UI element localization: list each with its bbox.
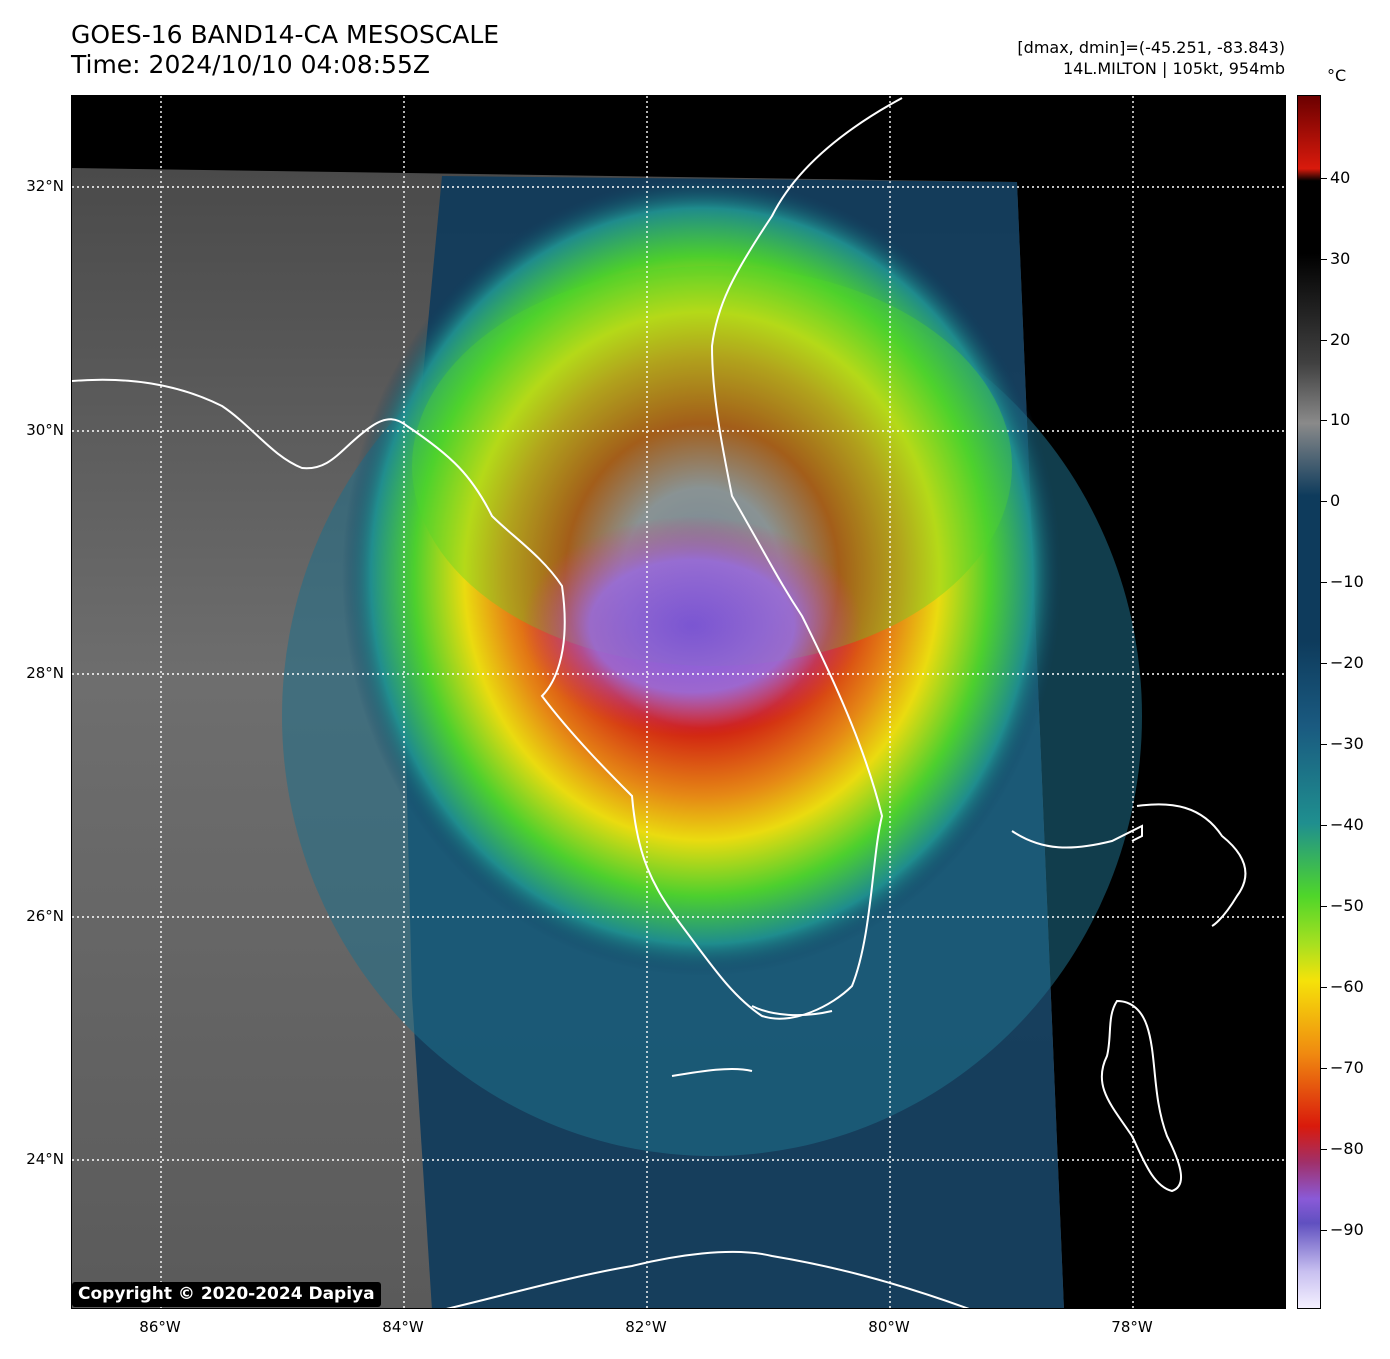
colorbar-tick xyxy=(1321,1230,1327,1231)
colorbar-unit: °C xyxy=(1327,66,1347,85)
satellite-map xyxy=(71,95,1286,1309)
latitude-label: 26°N xyxy=(26,907,64,925)
colorbar-tick-label: −20 xyxy=(1330,653,1364,672)
longitude-label: 82°W xyxy=(625,1318,667,1336)
colorbar-tick xyxy=(1321,178,1327,179)
colorbar-tick xyxy=(1321,1068,1327,1069)
colorbar-tick-label: 40 xyxy=(1330,168,1351,187)
coastlines xyxy=(72,97,1247,1308)
longitude-label: 78°W xyxy=(1111,1318,1153,1336)
colorbar-tick-label: −40 xyxy=(1330,815,1364,834)
storm-line: 14L.MILTON | 105kt, 954mb xyxy=(1062,59,1285,78)
colorbar xyxy=(1297,95,1321,1309)
colorbar-tick-label: 30 xyxy=(1330,249,1351,268)
colorbar-tick-label: 0 xyxy=(1330,491,1341,510)
stats-line: [dmax, dmin]=(-45.251, -83.843) xyxy=(1017,38,1285,57)
colorbar-tick-label: −50 xyxy=(1330,896,1364,915)
satellite-imagery xyxy=(72,96,1285,1308)
colorbar-tick-label: −30 xyxy=(1330,734,1364,753)
colorbar-tick-label: −60 xyxy=(1330,977,1364,996)
colorbar-tick-label: 10 xyxy=(1330,410,1351,429)
longitude-label: 86°W xyxy=(139,1318,181,1336)
colorbar-tick xyxy=(1321,501,1327,502)
latitude-label: 24°N xyxy=(26,1150,64,1168)
colorbar-tick xyxy=(1321,987,1327,988)
colorbar-tick xyxy=(1321,1149,1327,1150)
colorbar-tick xyxy=(1321,906,1327,907)
colorbar-tick-label: −10 xyxy=(1330,572,1364,591)
colorbar-tick-label: −70 xyxy=(1330,1058,1364,1077)
colorbar-tick xyxy=(1321,582,1327,583)
latitude-label: 32°N xyxy=(26,177,64,195)
colorbar-tick xyxy=(1321,340,1327,341)
colorbar-tick xyxy=(1321,420,1327,421)
colorbar-tick xyxy=(1321,663,1327,664)
colorbar-tick xyxy=(1321,744,1327,745)
colorbar-tick xyxy=(1321,259,1327,260)
colorbar-tick xyxy=(1321,825,1327,826)
title-line-2: Time: 2024/10/10 04:08:55Z xyxy=(71,50,430,79)
colorbar-tick-label: 20 xyxy=(1330,330,1351,349)
latitude-label: 28°N xyxy=(26,664,64,682)
copyright-badge: Copyright © 2020-2024 Dapiya xyxy=(72,1282,381,1307)
colorbar-tick-label: −90 xyxy=(1330,1220,1364,1239)
latitude-label: 30°N xyxy=(26,421,64,439)
title-line-1: GOES-16 BAND14-CA MESOSCALE xyxy=(71,20,500,49)
colorbar-tick-label: −80 xyxy=(1330,1139,1364,1158)
longitude-label: 80°W xyxy=(868,1318,910,1336)
grid-lines xyxy=(72,96,1285,1308)
longitude-label: 84°W xyxy=(382,1318,424,1336)
